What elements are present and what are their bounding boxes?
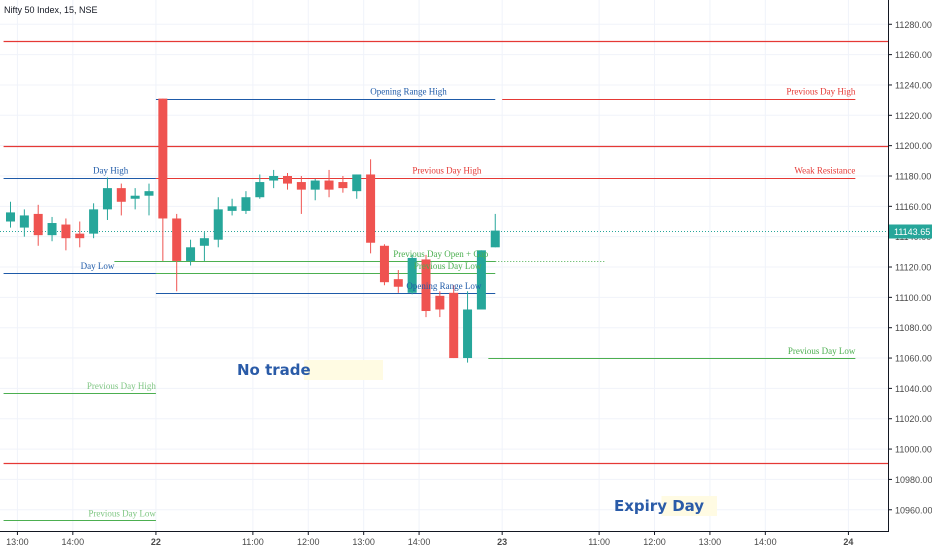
- candle-up[interactable]: [227, 206, 237, 211]
- price-axis-label: 11120.00: [895, 263, 931, 273]
- level-label: Opening Range Low: [406, 281, 481, 291]
- candle-up[interactable]: [6, 212, 15, 222]
- candle-down[interactable]: [393, 279, 403, 287]
- chart-title: Nifty 50 Index, 15, NSE: [4, 5, 98, 15]
- candle-down[interactable]: [283, 175, 292, 184]
- candle-up[interactable]: [352, 174, 362, 192]
- time-axis-label: 22: [151, 537, 161, 547]
- price-axis-label: 11160.00: [895, 202, 931, 212]
- price-axis-label: 11240.00: [895, 80, 932, 90]
- level-label: Previous Day High: [87, 381, 156, 391]
- price-axis-label: 11200.00: [895, 141, 932, 151]
- candle-up[interactable]: [213, 209, 223, 240]
- candle-down[interactable]: [116, 188, 126, 202]
- level-label: Previous Day Low: [788, 346, 856, 356]
- time-axis-label: 14:00: [62, 537, 85, 547]
- time-axis-label: 11:00: [588, 537, 610, 547]
- candle-down[interactable]: [379, 245, 389, 283]
- candle-down[interactable]: [172, 218, 182, 261]
- time-axis-label: 13:00: [6, 537, 29, 547]
- candle-up[interactable]: [269, 175, 279, 181]
- time-axis-label: 12:00: [297, 537, 320, 547]
- candle-up[interactable]: [186, 247, 196, 261]
- time-axis-label: 14:00: [754, 537, 777, 547]
- candle-up[interactable]: [463, 309, 473, 359]
- candle-down[interactable]: [421, 259, 431, 312]
- candle-up[interactable]: [255, 182, 265, 198]
- current-price-label: 11143.65: [894, 227, 930, 237]
- time-axis-label: 13:00: [699, 537, 722, 547]
- candle-down[interactable]: [449, 292, 459, 359]
- price-axis-label: 11060.00: [895, 354, 932, 364]
- no-trade-annotation[interactable]: No trade: [237, 360, 383, 380]
- level-label: Previous Day Low: [88, 508, 156, 518]
- no-trade-label: No trade: [237, 361, 311, 379]
- time-axis-panel: [0, 531, 889, 550]
- candle-down[interactable]: [158, 98, 168, 219]
- candle-down[interactable]: [435, 295, 445, 310]
- level-label: Day Low: [81, 261, 115, 271]
- candle-up[interactable]: [407, 257, 417, 293]
- candle-up[interactable]: [241, 197, 251, 211]
- price-axis-label: 11180.00: [895, 171, 931, 181]
- candle-down[interactable]: [296, 182, 306, 190]
- candle-down[interactable]: [324, 180, 334, 190]
- price-axis-label: 11280.00: [895, 20, 932, 30]
- price-axis-label: 11100.00: [895, 293, 931, 303]
- price-axis-label: 11080.00: [895, 323, 932, 333]
- candle-down[interactable]: [33, 213, 43, 236]
- level-label: Weak Resistance: [794, 166, 855, 176]
- level-label: Opening Range High: [370, 87, 447, 97]
- candle-down[interactable]: [338, 182, 348, 189]
- candle-up[interactable]: [476, 250, 486, 310]
- candle-down[interactable]: [366, 174, 376, 243]
- candle-up[interactable]: [89, 209, 99, 234]
- price-axis-label: 11020.00: [895, 414, 932, 424]
- candle-down[interactable]: [75, 233, 85, 239]
- price-axis-label: 10980.00: [895, 475, 932, 485]
- candle-up[interactable]: [102, 188, 112, 210]
- level-label: Previous Day High: [786, 87, 855, 97]
- candle-up[interactable]: [47, 223, 57, 236]
- candle-up[interactable]: [490, 230, 500, 248]
- price-axis-label: 10960.00: [895, 505, 932, 515]
- candle-up[interactable]: [144, 191, 154, 196]
- price-axis-label: 11040.00: [895, 384, 932, 394]
- level-label: Previous Day Open + Gap: [393, 249, 489, 259]
- candle-up[interactable]: [199, 238, 209, 246]
- price-axis-label: 11260.00: [895, 50, 932, 60]
- time-axis-label: 13:00: [352, 537, 375, 547]
- time-axis-label: 24: [843, 537, 853, 547]
- level-label: Previous Day High: [412, 166, 481, 176]
- candle-up[interactable]: [19, 215, 29, 228]
- price-axis-label: 11220.00: [895, 111, 932, 121]
- expiry-day-annotation[interactable]: Expiry Day: [614, 496, 717, 516]
- price-axis-panel: [888, 0, 932, 550]
- time-axis-label: 12:00: [643, 537, 666, 547]
- candle-down[interactable]: [61, 224, 71, 239]
- price-axis-label: 11000.00: [895, 445, 932, 455]
- expiry-day-label: Expiry Day: [614, 497, 705, 515]
- current-price-tag: [889, 224, 932, 239]
- candle-up[interactable]: [130, 195, 140, 199]
- level-label: Day High: [93, 166, 129, 176]
- time-axis-label: 23: [497, 537, 507, 547]
- level-label: Previous Day Low: [414, 261, 482, 271]
- time-axis-label: 11:00: [242, 537, 264, 547]
- time-axis-label: 14:00: [408, 537, 431, 547]
- candle-up[interactable]: [310, 180, 320, 190]
